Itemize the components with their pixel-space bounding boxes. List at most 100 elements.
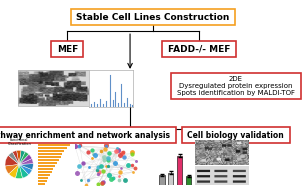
Text: FADD-/- MEF: FADD-/- MEF [168, 45, 230, 54]
Point [86, 178, 91, 181]
Point [105, 156, 110, 159]
Text: MEF: MEF [57, 45, 78, 54]
Text: Stable Cell Lines Construction: Stable Cell Lines Construction [76, 12, 230, 22]
Point [99, 149, 103, 153]
Point [120, 151, 125, 154]
Point [105, 158, 110, 161]
Bar [177, 156, 182, 185]
Wedge shape [5, 164, 19, 174]
Point [102, 156, 107, 159]
Point [100, 181, 105, 184]
Point [99, 164, 104, 167]
Point [78, 178, 83, 181]
FancyBboxPatch shape [0, 127, 176, 143]
Point [89, 148, 94, 151]
Point [103, 147, 107, 150]
Bar [38, 150, 64, 152]
Point [101, 169, 106, 172]
Point [101, 159, 106, 162]
Point [132, 167, 137, 170]
Wedge shape [9, 164, 19, 178]
Point [77, 144, 82, 147]
Point [114, 150, 119, 153]
Point [96, 171, 101, 174]
Wedge shape [5, 155, 19, 166]
Bar [38, 180, 47, 182]
Bar [168, 173, 174, 185]
Point [129, 152, 134, 155]
Point [90, 156, 95, 159]
Bar [186, 176, 191, 185]
Point [119, 166, 124, 169]
Bar [38, 144, 70, 146]
FancyBboxPatch shape [71, 9, 235, 25]
Point [74, 171, 79, 174]
Point [85, 150, 90, 153]
FancyBboxPatch shape [182, 127, 289, 143]
Bar [38, 183, 45, 185]
Point [112, 161, 117, 164]
Point [131, 170, 136, 173]
Wedge shape [19, 150, 25, 164]
Point [91, 153, 95, 156]
Title: Functional
Classification: Functional Classification [7, 138, 31, 146]
Point [92, 154, 97, 157]
Wedge shape [16, 164, 23, 178]
Point [118, 171, 123, 174]
Point [115, 149, 120, 152]
Wedge shape [17, 150, 21, 164]
FancyBboxPatch shape [162, 41, 236, 57]
Point [129, 163, 134, 167]
Point [95, 172, 100, 175]
Point [104, 144, 109, 147]
Point [77, 164, 82, 167]
Bar [38, 159, 59, 161]
Point [107, 152, 112, 155]
Point [121, 155, 126, 158]
Point [125, 164, 130, 167]
Bar [38, 168, 53, 170]
Text: Pathway enrichment and network analysis: Pathway enrichment and network analysis [0, 131, 170, 140]
FancyBboxPatch shape [51, 41, 84, 57]
Point [96, 166, 101, 169]
Point [73, 145, 77, 148]
FancyBboxPatch shape [170, 73, 301, 99]
Point [118, 153, 122, 156]
Wedge shape [19, 154, 32, 164]
Point [121, 151, 126, 154]
Point [99, 149, 103, 152]
Point [84, 183, 89, 186]
Wedge shape [8, 152, 19, 164]
Bar [38, 147, 67, 149]
Point [96, 182, 101, 185]
Point [103, 145, 108, 148]
Bar [38, 153, 62, 155]
Bar [159, 175, 165, 185]
Bar [38, 162, 57, 164]
Wedge shape [19, 164, 29, 178]
Point [116, 178, 121, 181]
Wedge shape [19, 164, 33, 170]
Point [106, 174, 111, 177]
Text: Cell biology validation: Cell biology validation [187, 131, 284, 140]
Point [99, 181, 104, 184]
Point [87, 165, 92, 168]
Point [81, 162, 86, 165]
Point [101, 181, 106, 184]
Bar [38, 165, 55, 167]
Wedge shape [19, 159, 33, 164]
Bar [38, 174, 50, 176]
Wedge shape [13, 151, 19, 164]
Point [77, 144, 82, 147]
Point [95, 169, 99, 172]
Wedge shape [19, 152, 29, 164]
Text: 2DE
Dysregulated protein expression
Spots identification by MALDI-TOF: 2DE Dysregulated protein expression Spot… [177, 76, 295, 96]
Point [134, 159, 139, 162]
Point [110, 177, 115, 180]
Wedge shape [19, 164, 32, 175]
Point [123, 178, 128, 181]
Point [129, 151, 134, 154]
Point [104, 164, 109, 167]
Point [105, 165, 110, 168]
Point [114, 147, 119, 150]
